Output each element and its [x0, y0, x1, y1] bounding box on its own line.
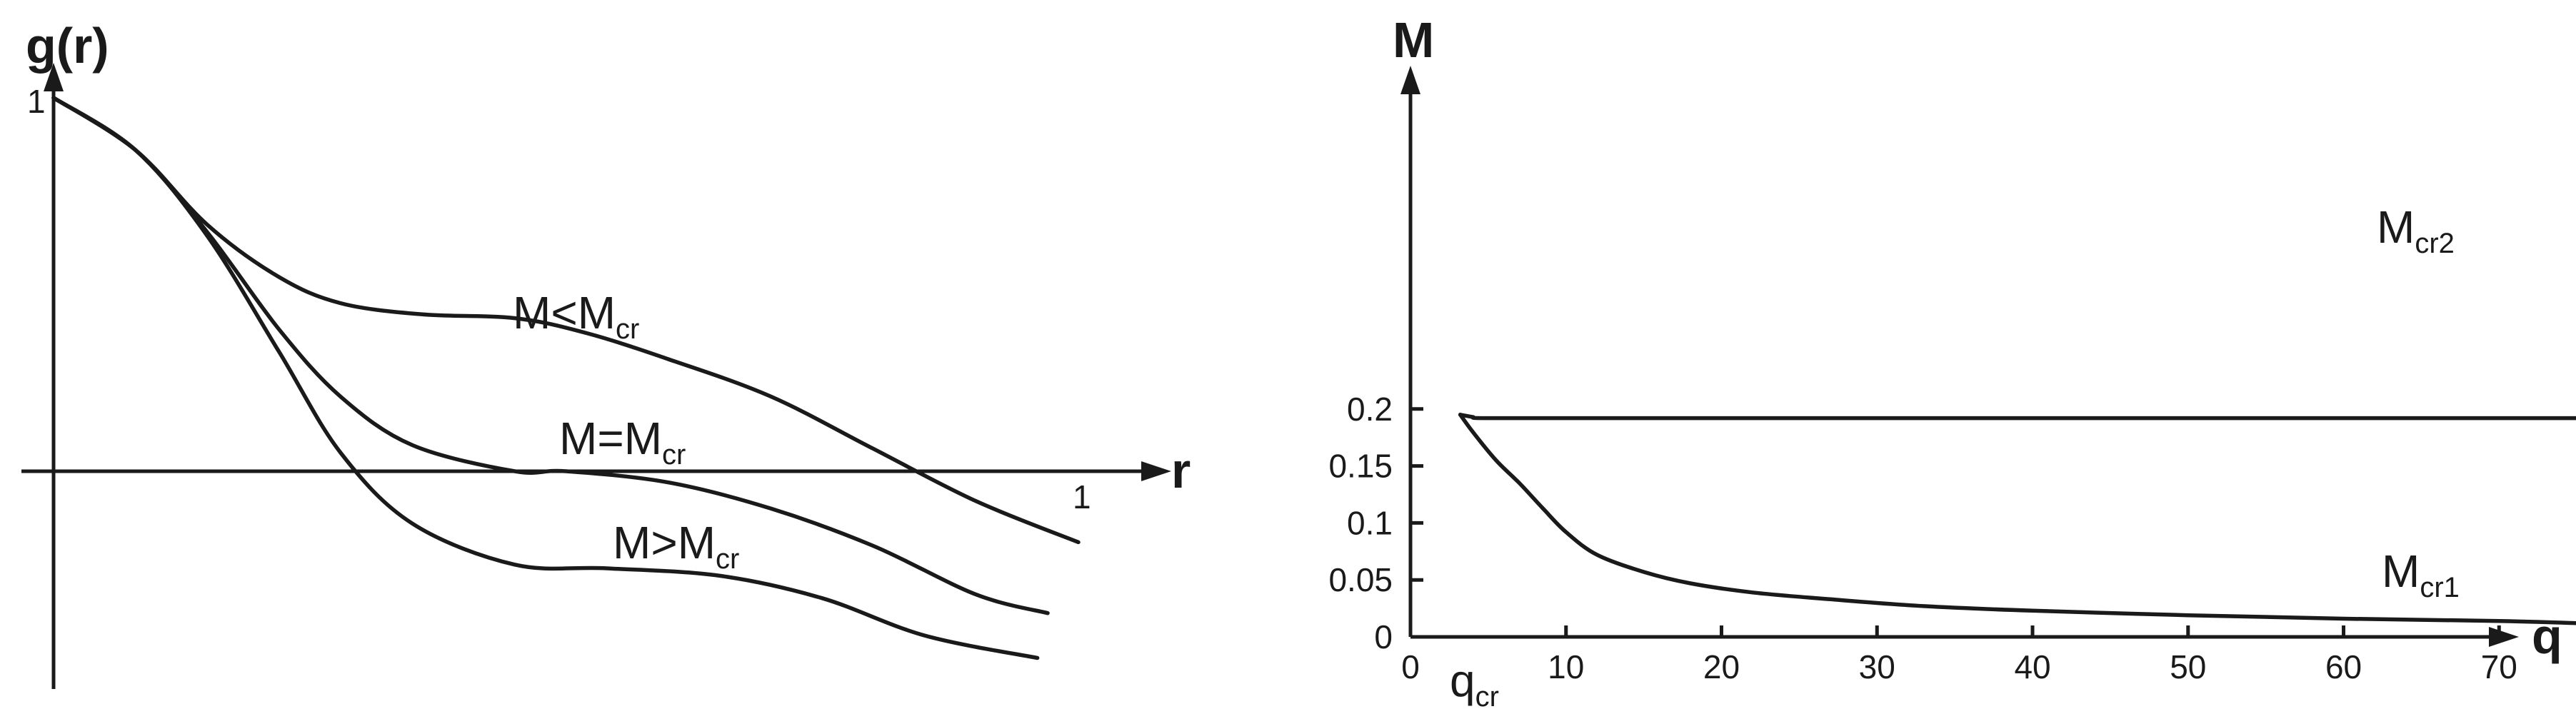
right-y-tick-label: 0.1 [1347, 504, 1393, 541]
left-series-line-1 [51, 96, 1050, 615]
right-y-axis-arrow [1400, 66, 1420, 94]
right-x-tick-label: 0 [1401, 648, 1420, 685]
right-x-axis-label: q [2532, 608, 2562, 664]
left-y-axis-arrow [44, 63, 64, 91]
right-x-tick-label: 60 [2325, 648, 2362, 685]
right-y-tick-label: 0.05 [1328, 561, 1393, 598]
left-series-line-0 [51, 96, 1081, 545]
left-panel: g(r) r 1 1 M<Mcr M=Mcr M>Mcr [21, 18, 1191, 689]
right-y-tick-label: 0.2 [1347, 391, 1393, 428]
right-x-tick-label: 50 [2170, 648, 2206, 685]
series-label-m-eq-mcr: M=Mcr [559, 413, 686, 471]
right-panel: M q 0 0.05 0.1 0.15 0.2 0 10 20 30 40 50 60 70 qcr M… [1328, 12, 2576, 709]
left-y-axis-label: g(r) [26, 18, 109, 74]
left-x-tick-1: 1 [1073, 478, 1091, 516]
right-x-tick-label: 30 [1859, 648, 1895, 685]
right-y-axis-label: M [1393, 12, 1434, 68]
right-y-tick-label: 0.15 [1328, 448, 1393, 485]
right-x-axis-arrow [2489, 627, 2519, 647]
right-x-tick-label: 70 [2481, 648, 2517, 685]
series-label-m-lt-mcr: M<Mcr [513, 287, 639, 345]
right-x-tick-label: 40 [2014, 648, 2050, 685]
left-y-tick-1: 1 [27, 83, 46, 120]
series-label-m-gt-mcr: M>Mcr [613, 517, 739, 575]
qcr-label: qcr [1450, 655, 1499, 709]
left-x-axis-arrow [1141, 461, 1171, 481]
right-x-tick-label: 20 [1703, 648, 1740, 685]
left-x-axis-label: r [1171, 443, 1191, 498]
left-series-line-2 [51, 96, 1040, 660]
series-label-mcr1: Mcr1 [2382, 545, 2460, 603]
right-series-line-1 [1458, 413, 2576, 625]
series-label-mcr2: Mcr2 [2377, 201, 2455, 259]
right-x-tick-label: 10 [1548, 648, 1584, 685]
right-series-line-0 [1458, 413, 2576, 421]
right-y-tick-label: 0 [1374, 618, 1393, 655]
